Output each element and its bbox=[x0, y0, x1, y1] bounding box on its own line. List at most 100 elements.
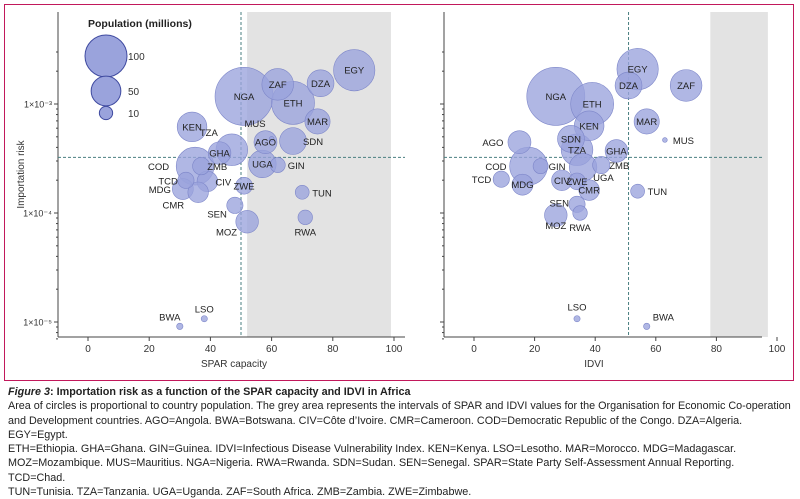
point-label-tcd: TCD bbox=[158, 176, 178, 187]
x-tick-label: 80 bbox=[327, 344, 339, 355]
point-label-cmr: CMR bbox=[578, 186, 600, 197]
caption-line: TUN=Tunisia. TZA=Tanzania. UGA=Uganda. Z… bbox=[8, 486, 472, 499]
point-label-dza: DZA bbox=[311, 79, 331, 90]
x-tick-label: 100 bbox=[386, 344, 403, 355]
x-tick-label: 80 bbox=[711, 344, 723, 355]
point-label-tun: TUN bbox=[312, 188, 332, 199]
x-tick-label: 0 bbox=[85, 344, 91, 355]
point-label-tza: TZA bbox=[568, 145, 587, 156]
point-label-mar: MAR bbox=[636, 117, 657, 128]
point-label-uga: UGA bbox=[252, 159, 273, 170]
bubble-mus bbox=[268, 136, 275, 142]
figure-caption: Figure 3: Importation risk as a function… bbox=[8, 385, 794, 499]
bubble-mus bbox=[662, 137, 668, 143]
caption-line: and Development countries. AGO=Angola. B… bbox=[8, 414, 743, 441]
bubble-gin bbox=[269, 157, 286, 173]
point-label-nga: NGA bbox=[234, 92, 255, 103]
bubble-zwe bbox=[568, 172, 586, 191]
bubble-dza bbox=[306, 69, 335, 98]
legend-bubble bbox=[90, 75, 122, 107]
point-label-mdg: MDG bbox=[511, 180, 533, 191]
legend-label: 10 bbox=[128, 109, 140, 120]
y-tick-label: 1×10⁻⁵ bbox=[23, 318, 52, 328]
point-label-mdg: MDG bbox=[149, 185, 171, 196]
point-label-ken: KEN bbox=[579, 121, 599, 132]
bubble-egy bbox=[333, 49, 376, 92]
point-label-gin: GIN bbox=[549, 162, 566, 173]
point-label-tun: TUN bbox=[648, 187, 668, 198]
point-label-eth: ETH bbox=[284, 98, 303, 109]
point-label-ken: KEN bbox=[182, 122, 202, 133]
point-label-sdn: SDN bbox=[561, 134, 581, 145]
x-axis-label: SPAR capacity bbox=[201, 359, 267, 370]
oecd-shaded-region bbox=[710, 12, 768, 337]
point-label-cmr: CMR bbox=[163, 200, 185, 211]
bubble-tun bbox=[294, 185, 310, 200]
caption-line: Area of circles is proportional to count… bbox=[8, 400, 791, 413]
legend-bubble bbox=[84, 34, 128, 78]
bubble-tcd bbox=[177, 171, 195, 189]
x-tick-label: 40 bbox=[205, 344, 217, 355]
bubble-ken bbox=[176, 111, 208, 143]
bubble-moz bbox=[235, 210, 259, 234]
bubble-lso bbox=[200, 315, 208, 323]
bubble-gin bbox=[532, 158, 549, 175]
point-label-gin: GIN bbox=[288, 161, 305, 172]
point-label-civ: CIV bbox=[215, 177, 232, 188]
bubble-gha bbox=[207, 141, 232, 165]
point-label-moz: MOZ bbox=[545, 221, 566, 232]
legend-label: 50 bbox=[128, 87, 140, 98]
bubble-moz bbox=[544, 203, 568, 227]
caption-title: Figure 3: Importation risk as a function… bbox=[8, 386, 411, 398]
bubble-mdg bbox=[511, 173, 534, 196]
panel-idvi: 0 20 40 60 80 100 IDVI EGY DZA ZAF NGA ETH MAR KEN SDN… bbox=[440, 12, 786, 370]
figure-svg: Population (millions) 100 50 10 0 20 40 60 80 1… bbox=[16, 12, 786, 370]
point-label-egy: EGY bbox=[628, 65, 649, 76]
point-label-mus: MUS bbox=[673, 136, 694, 147]
y-tick-label: 1×10⁻⁴ bbox=[23, 209, 52, 219]
point-label-dza: DZA bbox=[619, 81, 639, 92]
bubble-cmr bbox=[187, 181, 209, 203]
bubble-gha bbox=[604, 139, 629, 163]
x-tick-label: 40 bbox=[590, 344, 602, 355]
point-label-zaf: ZAF bbox=[677, 81, 695, 92]
caption-line: ETH=Ethiopia. GHA=Ghana. GIN=Guinea. IDV… bbox=[8, 443, 737, 456]
point-label-civ: CIV bbox=[554, 176, 571, 187]
point-label-rwa: RWA bbox=[294, 227, 316, 238]
bubble-sdn bbox=[279, 127, 307, 155]
point-label-moz: MOZ bbox=[216, 228, 237, 239]
bubble-rwa bbox=[572, 205, 588, 221]
point-label-mus: MUS bbox=[244, 119, 265, 130]
x-tick-label: 100 bbox=[769, 344, 786, 355]
bubble-tun bbox=[630, 183, 645, 199]
point-label-lso: LSO bbox=[568, 303, 587, 314]
x-axis-label: IDVI bbox=[584, 359, 603, 370]
bubble-sdn bbox=[557, 125, 585, 153]
point-label-gha: GHA bbox=[209, 149, 230, 160]
bubble-sen bbox=[226, 196, 244, 214]
point-label-ago: AGO bbox=[255, 138, 276, 149]
point-label-zmb: ZMB bbox=[207, 162, 227, 173]
bubble-bwa bbox=[643, 322, 651, 330]
bubble-mar bbox=[304, 108, 331, 135]
point-label-lso: LSO bbox=[195, 305, 214, 316]
population-legend: Population (millions) 100 50 10 bbox=[84, 18, 192, 121]
point-label-rwa: RWA bbox=[569, 223, 591, 234]
x-tick-label: 60 bbox=[266, 344, 278, 355]
point-label-sen: SEN bbox=[207, 209, 227, 220]
bubble-zwe bbox=[235, 177, 253, 195]
bubble-zaf bbox=[669, 69, 703, 102]
point-label-mar: MAR bbox=[307, 117, 328, 128]
bubble-lso bbox=[573, 315, 581, 323]
panel-spar-capacity: 0 20 40 60 80 100 SPAR capacity 1×10⁻³ 1×10⁻⁴ 1×1… bbox=[16, 12, 405, 370]
bubble-zmb bbox=[592, 156, 611, 174]
y-axis-label: Importation risk bbox=[16, 139, 27, 208]
bubble-bwa bbox=[176, 322, 184, 330]
bubble-rwa bbox=[297, 209, 313, 225]
point-label-cod: COD bbox=[148, 162, 169, 173]
bubble-tcd bbox=[492, 170, 510, 188]
point-label-ago: AGO bbox=[482, 138, 503, 149]
y-tick-label: 1×10⁻³ bbox=[24, 100, 52, 110]
figure-frame bbox=[4, 4, 794, 381]
point-label-zaf: ZAF bbox=[269, 80, 287, 91]
